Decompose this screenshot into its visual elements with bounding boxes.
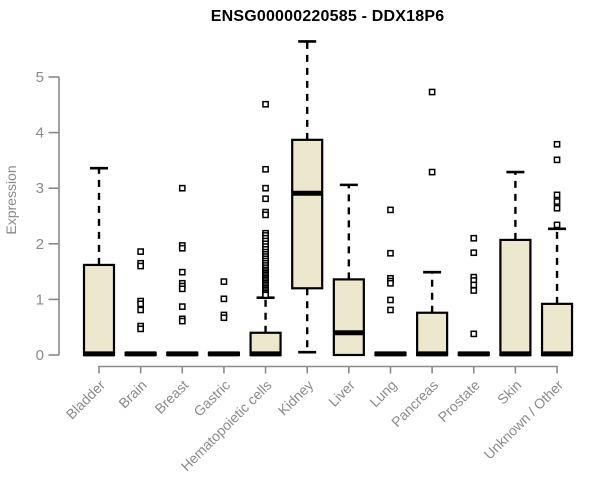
y-tick-label: 4 — [36, 125, 44, 142]
outlier-point-hematopoietic-cells — [262, 195, 269, 203]
y-tick-label: 1 — [36, 291, 44, 308]
outlier-point-brain — [137, 300, 144, 308]
box-pancreas — [416, 311, 449, 357]
outlier-point-unknown-other — [553, 140, 561, 148]
outlier-point-lung — [387, 249, 394, 257]
y-axis-label: Expression — [3, 165, 19, 234]
outlier-point-prostate — [470, 287, 478, 294]
category-label-kidney: Kidney — [275, 377, 317, 419]
box-group-hematopoietic-cells — [249, 100, 282, 357]
outlier-point-prostate — [470, 281, 478, 289]
y-tick-label: 2 — [36, 236, 44, 253]
box-group-gastric — [207, 278, 241, 357]
outlier-point-breast — [178, 268, 186, 276]
outlier-point-unknown-other — [553, 198, 561, 205]
outlier-point-hematopoietic-cells — [262, 184, 269, 192]
y-tick-label: 3 — [36, 180, 44, 197]
y-tick-label: 0 — [36, 347, 44, 364]
box-skin — [499, 238, 532, 357]
outlier-point-breast — [178, 184, 186, 192]
outlier-point-lung — [387, 306, 394, 314]
outlier-point-gastric — [220, 295, 228, 303]
outlier-point-unknown-other — [553, 221, 561, 229]
outlier-point-brain — [137, 306, 144, 314]
box-group-prostate — [457, 234, 490, 357]
outlier-point-pancreas — [428, 168, 436, 176]
y-tick-label: 5 — [36, 69, 44, 86]
outlier-point-breast — [178, 303, 186, 310]
outlier-point-hematopoietic-cells — [262, 165, 269, 173]
outlier-point-brain — [137, 248, 144, 255]
category-label-prostate: Prostate — [435, 377, 483, 425]
outlier-point-lung — [387, 296, 394, 304]
outlier-point-unknown-other — [553, 191, 561, 199]
box-group-unknown-other — [540, 140, 574, 357]
outlier-point-breast — [178, 317, 186, 325]
box-group-liver — [332, 183, 365, 357]
box-kidney — [291, 138, 324, 290]
box-bladder — [82, 263, 116, 357]
category-label-brain: Brain — [115, 377, 149, 411]
box-unknown-other — [540, 302, 574, 357]
box-group-brain — [124, 248, 157, 357]
outlier-point-gastric — [220, 278, 228, 285]
box-group-kidney — [291, 40, 324, 354]
outlier-point-breast — [178, 244, 186, 252]
outlier-point-prostate — [470, 249, 478, 257]
category-label-breast: Breast — [151, 377, 191, 417]
category-label-bladder: Bladder — [63, 377, 109, 423]
outlier-point-lung — [387, 206, 394, 214]
outlier-point-brain — [137, 325, 144, 333]
outlier-point-hematopoietic-cells — [262, 100, 269, 108]
box-group-skin — [499, 170, 532, 357]
outlier-point-unknown-other — [553, 156, 561, 164]
outlier-point-hematopoietic-cells — [262, 291, 269, 299]
box-group-pancreas — [416, 88, 449, 357]
box-group-lung — [374, 206, 407, 357]
chart-title: ENSG00000220585 - DDX18P6 — [210, 8, 445, 25]
outlier-point-unknown-other — [553, 204, 561, 212]
category-label-lung: Lung — [366, 377, 399, 410]
outlier-point-breast — [178, 285, 186, 293]
outlier-point-prostate — [470, 330, 478, 338]
outlier-point-brain — [137, 262, 144, 270]
category-label-unknown-other: Unknown / Other — [481, 377, 567, 463]
category-label-liver: Liver — [325, 377, 358, 410]
outlier-point-gastric — [220, 314, 228, 322]
boxes-layer — [82, 40, 574, 357]
outlier-point-hematopoietic-cells — [262, 211, 269, 219]
outlier-point-pancreas — [428, 88, 436, 96]
box-group-bladder — [82, 166, 116, 357]
box-group-breast — [166, 184, 199, 357]
box-liver — [332, 278, 365, 357]
outlier-point-prostate — [470, 234, 478, 242]
outlier-point-lung — [387, 279, 394, 287]
category-label-skin: Skin — [494, 377, 525, 408]
